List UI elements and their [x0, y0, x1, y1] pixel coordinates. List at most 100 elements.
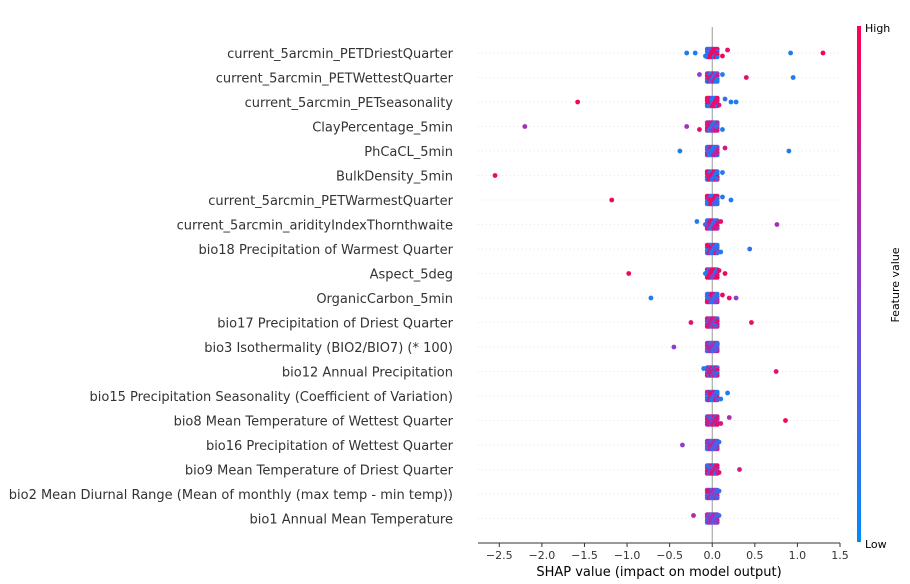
data-point [707, 197, 713, 203]
feature-label: PhCaCL_5min [364, 145, 453, 160]
data-point [692, 50, 698, 56]
data-point [720, 127, 725, 132]
feature-label: BulkDensity_5min [336, 170, 453, 185]
data-point [786, 148, 792, 154]
data-point [648, 295, 654, 301]
data-point [714, 494, 719, 500]
data-point [714, 78, 719, 83]
x-tick-label: −2.5 [486, 549, 513, 562]
feature-label: bio2 Mean Diurnal Range (Mean of monthly… [9, 488, 453, 503]
data-point [712, 519, 718, 524]
data-point [716, 513, 722, 518]
data-point [714, 151, 719, 157]
data-point [715, 128, 720, 133]
data-point [575, 99, 581, 105]
data-point [718, 421, 724, 426]
colorbar [857, 26, 861, 542]
data-point [788, 50, 793, 56]
feature-label: current_5arcmin_PETseasonality [245, 96, 454, 111]
data-point [728, 99, 734, 105]
data-point [707, 516, 713, 521]
x-axis-ticks: −2.5 −2.0 −1.5 −1.0 −0.5 0.0 0.5 1.0 1.5 [486, 543, 849, 562]
data-point [703, 53, 708, 59]
data-point [716, 102, 722, 108]
feature-label: bio12 Annual Precipitation [282, 366, 453, 381]
data-point [703, 222, 708, 227]
data-point [716, 488, 722, 494]
data-point [684, 50, 690, 56]
data-point [720, 170, 725, 175]
data-point [714, 124, 719, 129]
data-point [714, 176, 719, 181]
feature-label: bio3 Isothermality (BIO2/BIO7) (* 100) [204, 341, 453, 356]
x-tick-label: −2.0 [529, 549, 556, 562]
data-point [707, 415, 713, 420]
data-point [712, 347, 718, 353]
x-tick-label: 1.5 [831, 549, 849, 562]
feature-label: current_5arcmin_PETDriestQuarter [227, 47, 454, 62]
data-point [718, 249, 724, 255]
data-point [705, 47, 711, 53]
data-point [718, 219, 724, 224]
feature-labels: current_5arcmin_PETDriestQuarter current_… [9, 47, 454, 528]
data-point [726, 415, 732, 420]
data-point [705, 99, 711, 105]
data-point [707, 369, 713, 374]
feature-label: bio15 Precipitation Seasonality (Coeffic… [90, 390, 453, 405]
x-tick-label: 0.0 [703, 549, 721, 562]
x-tick-label: −1.5 [571, 549, 598, 562]
data-point [720, 72, 725, 77]
data-point [715, 54, 720, 60]
data-point [694, 219, 700, 224]
data-point [709, 274, 715, 279]
data-point [790, 75, 796, 80]
data-point [728, 197, 734, 203]
feature-label: bio9 Mean Temperature of Driest Quarter [185, 464, 454, 479]
data-point [701, 366, 707, 371]
data-point [707, 320, 713, 325]
data-point [712, 467, 718, 472]
colorbar-title: Feature value [889, 247, 902, 322]
data-point [609, 197, 615, 203]
data-point [707, 390, 713, 396]
colorbar-high-label: High [865, 22, 890, 35]
colorbar-low-label: Low [865, 538, 887, 551]
data-point [720, 292, 725, 298]
data-point [716, 439, 722, 445]
data-point [720, 53, 725, 59]
data-point [492, 173, 498, 178]
data-point [705, 344, 711, 350]
data-point [712, 445, 718, 451]
data-point [747, 246, 753, 252]
feature-label: Aspect_5deg [370, 268, 453, 283]
data-point [712, 225, 718, 230]
x-tick-label: −1.0 [614, 549, 641, 562]
feature-label: ClayPercentage_5min [312, 121, 453, 136]
beeswarm-points [492, 46, 826, 525]
data-point [716, 268, 722, 273]
x-tick-label: 0.5 [746, 549, 764, 562]
data-point [691, 513, 696, 518]
row-guides [478, 52, 840, 519]
data-point [709, 491, 715, 497]
data-point [684, 124, 690, 129]
data-point [703, 271, 708, 276]
x-axis-title: SHAP value (impact on model output) [536, 565, 781, 580]
data-point [725, 47, 730, 53]
data-point [705, 148, 711, 154]
data-point [718, 396, 724, 402]
data-point [714, 341, 720, 347]
feature-label: bio1 Annual Mean Temperature [250, 513, 453, 528]
data-point [726, 295, 732, 301]
feature-label: bio16 Precipitation of Wettest Quarter [206, 439, 454, 454]
data-point [720, 194, 725, 200]
data-point [774, 222, 780, 227]
data-point [725, 390, 730, 396]
data-point [737, 467, 742, 472]
feature-label: current_5arcmin_aridityIndexThornthwaite [177, 219, 453, 234]
data-point [714, 50, 719, 56]
feature-label: bio8 Mean Temperature of Wettest Quarter [174, 415, 454, 430]
x-tick-label: 1.0 [789, 549, 807, 562]
data-point [773, 369, 779, 374]
